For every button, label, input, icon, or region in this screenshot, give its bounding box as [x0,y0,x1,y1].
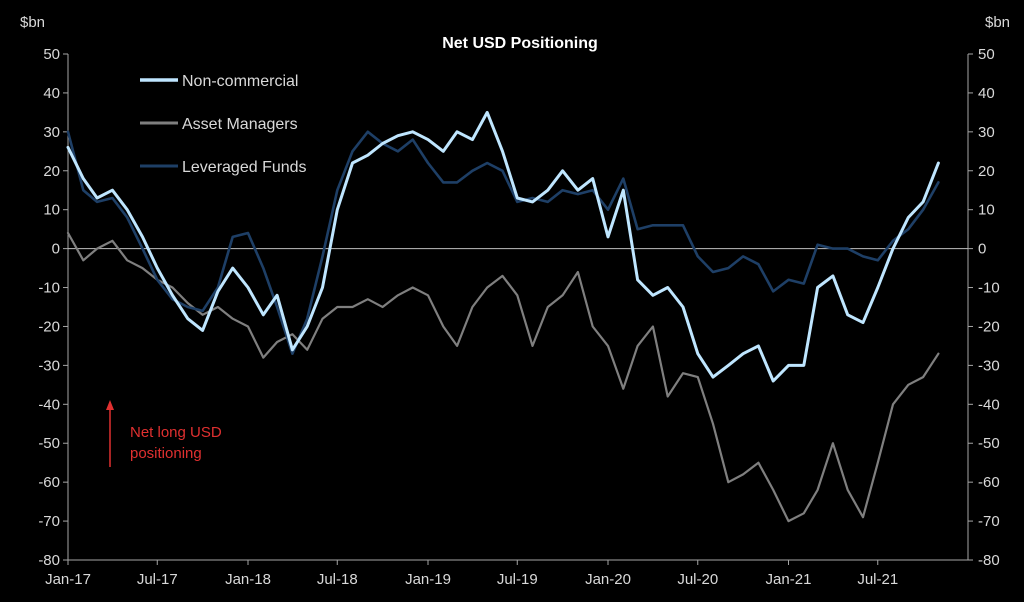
legend: Non-commercial Asset Managers Leveraged Fu… [140,73,307,176]
x-tick-label: Jul-19 [497,571,538,588]
left-y-tick-label: -70 [38,513,60,530]
right-y-tick-label: -60 [978,474,1000,491]
left-y-tick-label: -60 [38,474,60,491]
left-y-tick-label: 50 [43,46,60,63]
left-y-tick-label: 30 [43,124,60,141]
right-y-tick-label: -40 [978,396,1000,413]
annotation-arrow-head [106,400,114,410]
right-y-tick-label: 40 [978,85,995,102]
right-y-tick-label: 50 [978,46,995,63]
legend-item-asset-managers: Asset Managers [140,116,298,133]
left-y-tick-label: 40 [43,85,60,102]
leveraged-funds-line [66,130,940,355]
right-y-tick-label: 0 [978,241,986,258]
series-lines [66,110,940,523]
right-y-tick-label: 20 [978,163,995,180]
right-y-tick-label: -10 [978,280,1000,297]
legend-item-non-commercial: Non-commercial [140,73,298,90]
non-commercial-line [66,110,940,383]
left-y-tick-label: -40 [38,396,60,413]
annotation-text-line: Net long USD [130,424,222,441]
x-tick-label: Jan-17 [45,571,91,588]
x-tick-label: Jul-17 [137,571,178,588]
right-y-unit-label: $bn [985,14,1010,31]
x-tick-label: Jul-20 [677,571,718,588]
right-y-tick-label: 10 [978,202,995,219]
right-y-tick-label: -20 [978,318,1000,335]
axes: 50 50 40 40 30 30 20 20 10 10 0 0 -10 -10 -20 -20 -30 -30… [38,46,999,588]
right-y-tick-label: -30 [978,357,1000,374]
x-tick-label: Jan-20 [585,571,631,588]
x-tick-label: Jan-21 [766,571,812,588]
left-y-unit-label: $bn [20,14,45,31]
legend-label: Leveraged Funds [182,159,307,176]
legend-label: Asset Managers [182,116,298,133]
left-y-tick-label: -50 [38,435,60,452]
x-tick-label: Jan-19 [405,571,451,588]
left-y-tick-label: -20 [38,318,60,335]
left-y-tick-label: 20 [43,163,60,180]
left-y-tick-label: 10 [43,202,60,219]
asset-managers-line [66,231,940,523]
legend-label: Non-commercial [182,73,298,90]
x-tick-label: Jul-21 [857,571,898,588]
left-y-tick-label: -30 [38,357,60,374]
right-y-tick-label: -70 [978,513,1000,530]
left-y-tick-label: 0 [52,241,60,258]
chart-title: Net USD Positioning [442,35,598,52]
annotation-text-line: positioning [130,445,202,462]
right-y-tick-label: 30 [978,124,995,141]
legend-item-leveraged-funds: Leveraged Funds [140,159,307,176]
annotation: Net long USD positioning [106,400,222,467]
x-tick-label: Jan-18 [225,571,271,588]
right-y-tick-label: -50 [978,435,1000,452]
left-y-tick-label: -80 [38,552,60,569]
x-tick-label: Jul-18 [317,571,358,588]
left-y-tick-label: -10 [38,280,60,297]
right-y-tick-label: -80 [978,552,1000,569]
